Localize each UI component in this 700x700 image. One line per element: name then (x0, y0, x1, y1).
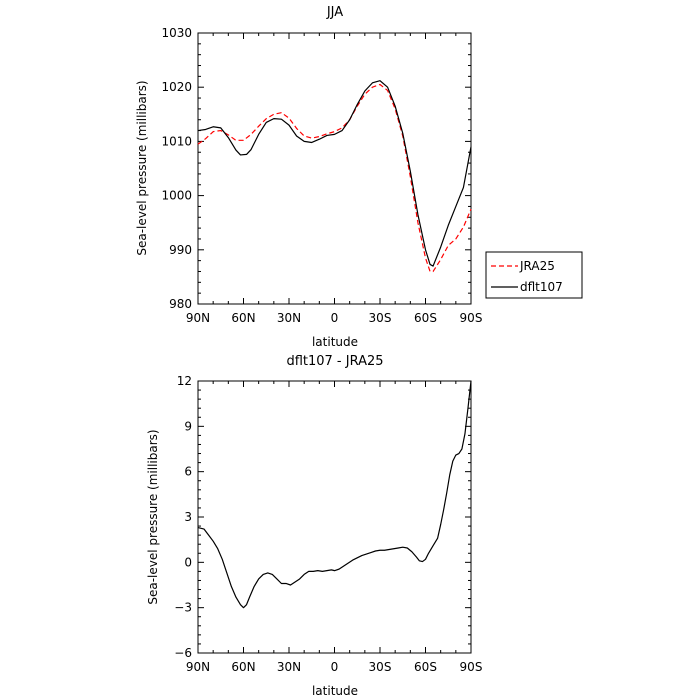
top-y-tick-label: 1010 (161, 134, 192, 148)
top-y-tick-label: 1000 (161, 189, 192, 203)
top-y-tick-label: 980 (169, 297, 192, 311)
bottom-x-tick-label: 30N (277, 660, 301, 674)
top-x-tick-label: 30N (277, 311, 301, 325)
bottom-series-lines (197, 380, 472, 609)
bottom-chart-panel: dflt107 - JRA25 90N 60N 30N 0 30S 60S 90S −6 −3… (146, 354, 482, 698)
bottom-y-axis: −6 −3 0 3 6 9 12 (174, 374, 471, 660)
top-y-tick-label: 1020 (161, 80, 192, 94)
bottom-y-tick-label: 12 (177, 374, 192, 388)
bottom-plot-frame (197, 380, 472, 654)
top-x-tick-label: 0 (331, 311, 339, 325)
top-x-tick-label: 30S (369, 311, 392, 325)
bottom-x-tick-label: 90S (460, 660, 483, 674)
bottom-y-axis-label: Sea-level pressure (millibars) (146, 429, 160, 604)
bottom-x-tick-label: 90N (186, 660, 210, 674)
top-x-axis: 90N 60N 30N 0 30S 60S 90S (186, 33, 483, 325)
bottom-y-tick-label: 3 (184, 510, 192, 524)
bottom-x-axis: 90N 60N 30N 0 30S 60S 90S (186, 381, 483, 674)
bottom-y-tick-label: 9 (184, 419, 192, 433)
bottom-y-tick-label: 6 (184, 465, 192, 479)
bottom-series-line-diff (197, 380, 472, 609)
top-series-lines (197, 80, 472, 273)
top-x-tick-label: 90S (460, 311, 483, 325)
top-x-tick-label: 60S (414, 311, 437, 325)
bottom-x-tick-label: 30S (369, 660, 392, 674)
bottom-x-tick-label: 60N (231, 660, 255, 674)
legend-label-dflt107: dflt107 (520, 280, 563, 294)
bottom-x-tick-label: 0 (331, 660, 339, 674)
top-x-axis-label: latitude (312, 335, 358, 349)
bottom-chart-title: dflt107 - JRA25 (286, 354, 383, 369)
top-y-axis-label: Sea-level pressure (millibars) (135, 80, 149, 255)
top-y-tick-label: 1030 (161, 26, 192, 40)
bottom-y-tick-label: −6 (174, 646, 192, 660)
top-y-tick-label: 990 (169, 243, 192, 257)
bottom-x-axis-label: latitude (312, 684, 358, 698)
legend-box (485, 251, 583, 299)
bottom-y-tick-label: −3 (174, 601, 192, 615)
top-chart-title: JJA (326, 5, 343, 20)
legend-label-jra25: JRA25 (519, 259, 555, 273)
top-series-line-jra25 (197, 83, 472, 273)
top-x-tick-label: 90N (186, 311, 210, 325)
top-x-tick-label: 60N (231, 311, 255, 325)
top-series-line-dflt107 (197, 80, 472, 267)
top-y-axis: 980 990 1000 1010 1020 1030 (161, 26, 471, 311)
bottom-y-tick-label: 0 (184, 555, 192, 569)
bottom-x-tick-label: 60S (414, 660, 437, 674)
top-chart-panel: JJA 90N 60N 30N 0 30S 60S 90S 980 990 1000 1010 10… (135, 5, 583, 349)
legend: JRA25 dflt107 (485, 251, 583, 299)
